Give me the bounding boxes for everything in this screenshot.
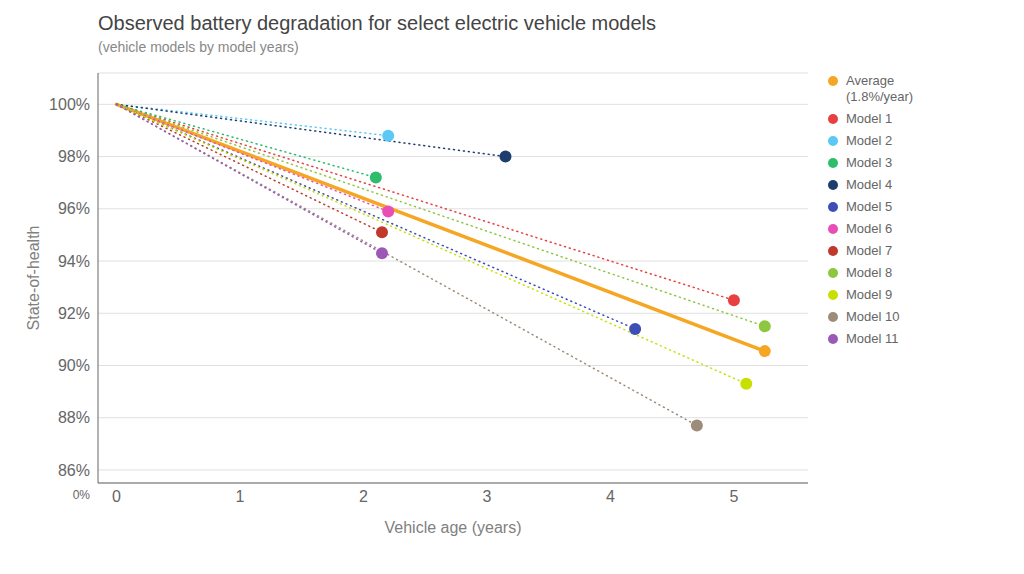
html-text:Model 1: Model 1 [846,111,893,126]
html-text:0%: 0% [72,488,90,502]
svg-text:State-of-health: State-of-health [25,226,42,331]
svg-text:88%: 88% [58,409,90,426]
svg-text:2: 2 [359,488,368,505]
html-text:Model 6: Model 6 [846,221,893,236]
html-text:Model 10: Model 10 [846,309,900,324]
svg-text:90%: 90% [58,357,90,374]
svg-text:Vehicle age (years): Vehicle age (years) [385,519,522,536]
svg-text:5: 5 [729,488,738,505]
html-text:Average (1.8%/year): Average (1.8%/year) [846,73,914,104]
html-text:Model 5: Model 5 [846,199,893,214]
svg-text:94%: 94% [58,253,90,270]
html-text:Model 11: Model 11 [846,331,899,346]
html-text:Model 2: Model 2 [846,133,893,148]
html-text:Model 4: Model 4 [846,177,893,192]
svg-text:3: 3 [483,488,492,505]
svg-text:4: 4 [606,488,615,505]
svg-text:96%: 96% [58,200,90,217]
html-text:Model 8: Model 8 [846,265,893,280]
svg-text:98%: 98% [58,148,90,165]
svg-text:100%: 100% [49,96,90,113]
html-text:Observed battery degradation f: Observed battery degradation for select … [98,12,657,34]
svg-text:86%: 86% [58,462,90,479]
html-text:Model 3: Model 3 [846,155,893,170]
svg-text:1: 1 [236,488,245,505]
svg-text:92%: 92% [58,305,90,322]
html-text:Model 9: Model 9 [846,287,893,302]
svg-text:0: 0 [112,488,121,505]
html-text:(vehicle models by model years: (vehicle models by model years) [98,39,299,55]
html-text:Model 7: Model 7 [846,243,893,258]
